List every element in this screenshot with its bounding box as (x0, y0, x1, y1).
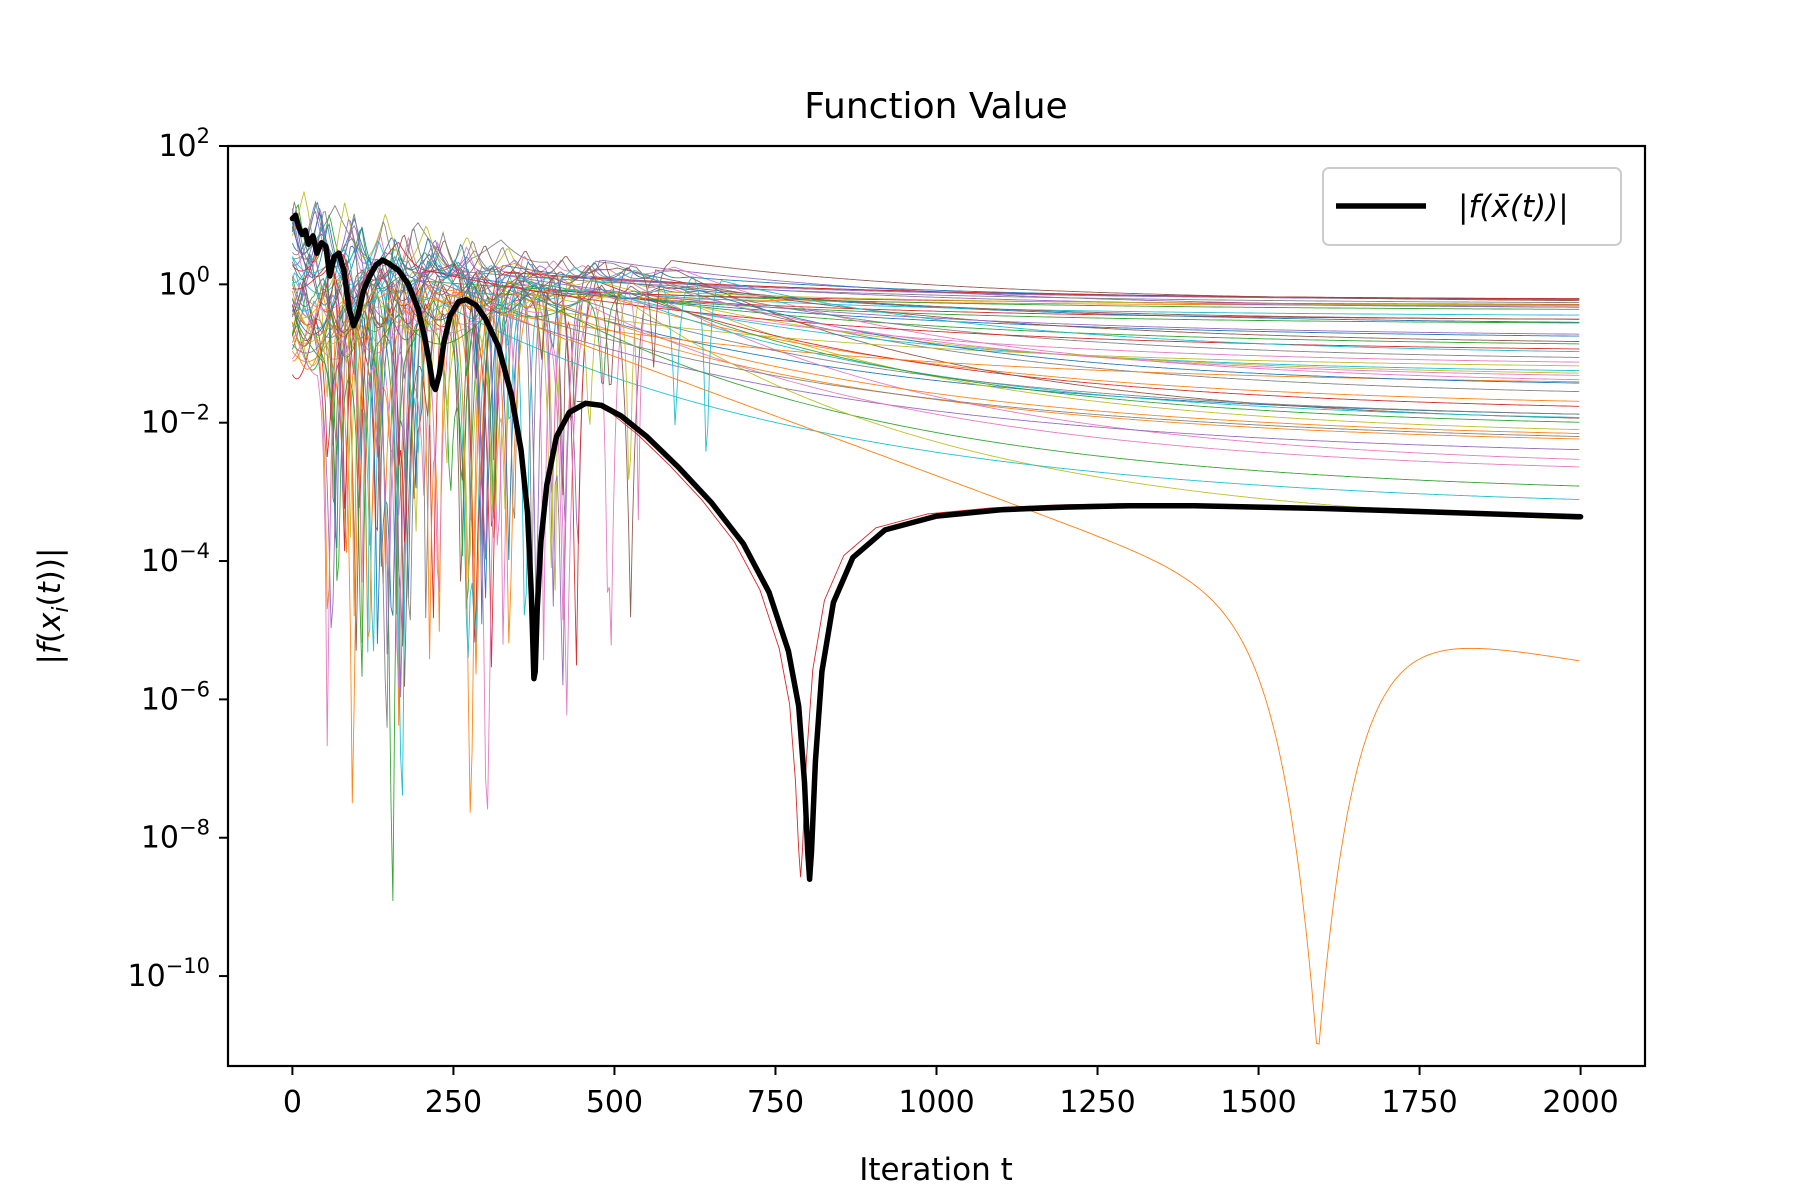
agent-curve (292, 242, 1580, 643)
agent-curve (292, 226, 1580, 420)
agent-curve (291, 285, 1580, 813)
agent-curve (291, 289, 1580, 810)
agent-curve (292, 288, 1580, 675)
y-tick-label: 10−10 (127, 954, 210, 994)
x-tick-label: 250 (425, 1085, 482, 1120)
agent-curve (292, 251, 1580, 452)
agent-curve (291, 278, 1580, 582)
agent-curve (292, 204, 1580, 615)
svg-text:|f(xi(t))|: |f(xi(t))| (32, 548, 74, 665)
x-tick-label: 1000 (898, 1085, 974, 1120)
average-curve (289, 212, 1584, 882)
agent-curve (292, 266, 1580, 728)
x-tick-label: 2000 (1542, 1085, 1618, 1120)
agent-curve (292, 249, 1580, 542)
agent-curve (291, 191, 1580, 569)
agent-curve (291, 279, 1580, 591)
y-tick-label: 10−6 (141, 677, 210, 717)
agent-curve (291, 201, 1580, 590)
agent-curve (291, 291, 1580, 647)
agent-curve (292, 284, 1580, 621)
x-axis-ticks: 0 250 500 750 1000 1250 1500 1750 2000 (283, 1066, 1619, 1120)
agent-curve (292, 263, 1580, 726)
x-tick-label: 0 (283, 1085, 302, 1120)
agent-curve (291, 243, 1580, 616)
agent-curve (291, 262, 1580, 645)
agent-curve (291, 276, 1580, 644)
x-tick-label: 1500 (1220, 1085, 1296, 1120)
y-tick-label: 10−2 (141, 401, 210, 441)
x-tick-label: 1750 (1381, 1085, 1457, 1120)
average-curve-layer (289, 212, 1584, 882)
agent-curve (291, 266, 1580, 688)
y-tick-label: 10−4 (141, 539, 210, 579)
agent-curve (292, 210, 1580, 698)
y-tick-label: 102 (158, 124, 210, 164)
agent-curve (291, 233, 1580, 651)
agent-curve (291, 247, 1580, 560)
legend: |f(x̄(t))| (1322, 167, 1622, 246)
agent-curve (291, 268, 1580, 666)
agent-curve (292, 249, 1580, 796)
agent-curve (291, 290, 1580, 677)
agent-curve (291, 290, 1580, 902)
agent-curve (291, 267, 1580, 687)
agent-curve-orange (453, 290, 1580, 1045)
x-axis-label: Iteration t (859, 1152, 1013, 1188)
y-tick-label: 100 (158, 262, 210, 302)
y-axis-label: |f(xi(t))| (32, 548, 74, 665)
x-tick-label: 1250 (1059, 1085, 1135, 1120)
agent-curve (291, 260, 1580, 386)
legend-label: |f(x̄(t))| (1458, 189, 1569, 225)
x-tick-label: 750 (747, 1085, 804, 1120)
chart-title: Function Value (804, 86, 1067, 127)
legend-box (1322, 167, 1622, 246)
y-tick-label: 10−8 (141, 816, 210, 856)
y-axis-ticks: 102 100 10−2 10−4 10−6 10−8 10−10 (127, 124, 228, 994)
x-tick-label: 500 (586, 1085, 643, 1120)
agent-curves (291, 191, 1580, 1045)
agent-curve (291, 272, 1580, 658)
